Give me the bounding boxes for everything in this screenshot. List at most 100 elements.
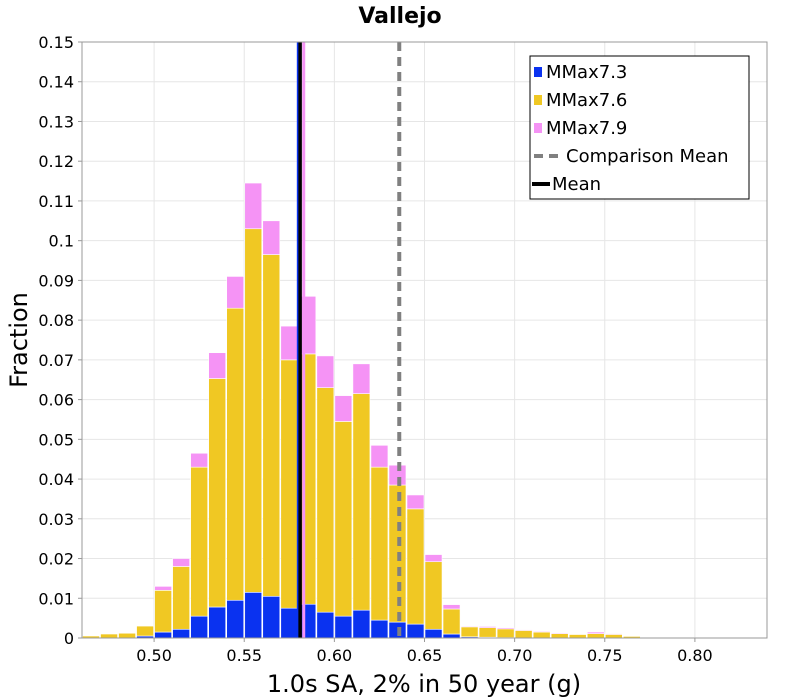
bar-segment-mmax7-6: [604, 634, 623, 639]
bar-segment-mmax7-3: [154, 631, 172, 639]
y-tick-label: 0.03: [38, 510, 74, 529]
bar-segment-mmax7-3: [424, 628, 443, 639]
bar-segment-mmax7-9: [496, 627, 515, 630]
bar-segment-mmax7-3: [244, 592, 263, 639]
legend-swatch: [534, 67, 542, 77]
bar-segment-mmax7-6: [442, 608, 461, 635]
legend-swatch: [534, 95, 542, 105]
bar-segment-mmax7-6: [190, 466, 208, 617]
x-tick-label: 0.55: [226, 646, 262, 665]
y-tick-label: 0.01: [38, 589, 74, 608]
bar-segment-mmax7-9: [514, 629, 533, 631]
bar-segment-mmax7-9: [226, 276, 245, 309]
y-tick-label: 0.13: [38, 112, 74, 131]
legend-label: MMax7.9: [546, 118, 627, 139]
bar-segment-mmax7-9: [424, 554, 443, 563]
x-tick-label: 0.70: [497, 646, 533, 665]
bar-segment-mmax7-9: [532, 630, 551, 633]
x-tick-label: 0.75: [587, 646, 623, 665]
y-tick-label: 0.12: [38, 152, 74, 171]
legend-box: [529, 55, 750, 200]
bar-segment-mmax7-9: [460, 625, 479, 628]
bar-segment-mmax7-3: [208, 606, 227, 639]
bar-segment-mmax7-6: [118, 632, 136, 639]
bar-segment-mmax7-6: [568, 634, 587, 639]
y-axis-label: Fraction: [5, 292, 33, 388]
bar-segment-mmax7-6: [262, 254, 281, 597]
bar-segment-mmax7-6: [424, 561, 443, 630]
bar-segment-mmax7-6: [334, 421, 353, 617]
x-tick-label: 0.65: [407, 646, 443, 665]
bar-segment-mmax7-6: [136, 625, 154, 637]
y-tick-label: 0.07: [38, 351, 74, 370]
bar-segment-mmax7-6: [208, 378, 227, 608]
bar-segment-mmax7-6: [496, 628, 515, 638]
chart-title: Vallejo: [358, 4, 441, 29]
bar-segment-mmax7-9: [262, 220, 281, 255]
bar-segment-mmax7-9: [316, 355, 335, 388]
bar-segment-mmax7-6: [352, 393, 371, 611]
bar-segment-mmax7-9: [172, 558, 190, 567]
legend: MMax7.3 MMax7.6 MMax7.9 Comparison Mean Mean: [529, 55, 750, 200]
bar-segment-mmax7-6: [100, 633, 118, 639]
bar-segment-mmax7-6: [532, 631, 551, 639]
bar-segment-mmax7-9: [352, 363, 371, 394]
bar-segment-mmax7-9: [586, 631, 605, 634]
bar-segment-mmax7-9: [370, 444, 389, 468]
y-tick-label: 0.04: [38, 470, 74, 489]
bar-segment-mmax7-3: [406, 623, 425, 639]
x-tick-label: 0.80: [677, 646, 713, 665]
bar-segment-mmax7-9: [280, 325, 299, 361]
x-tick-label: 0.50: [136, 646, 172, 665]
y-tick-label: 0.11: [38, 192, 74, 211]
bar-segment-mmax7-6: [460, 626, 479, 638]
y-tick-label: 0.14: [38, 73, 74, 92]
y-tick-label: 0.1: [49, 232, 74, 251]
bar-segment-mmax7-9: [550, 632, 569, 634]
bar-segment-mmax7-9: [244, 182, 263, 230]
y-tick-label: 0.05: [38, 430, 74, 449]
bar-segment-mmax7-6: [316, 387, 335, 613]
x-tick-label: 0.60: [317, 646, 353, 665]
bar-segment-mmax7-9: [154, 586, 172, 591]
bar-segment-mmax7-9: [442, 604, 461, 610]
y-tick-label: 0.08: [38, 311, 74, 330]
bar-segment-mmax7-6: [154, 590, 172, 633]
bar-segment-mmax7-3: [262, 595, 281, 639]
legend-swatch: [534, 123, 542, 133]
bar-segment-mmax7-3: [316, 611, 335, 639]
bar-segment-mmax7-6: [244, 228, 263, 593]
bar-segment-mmax7-9: [478, 626, 497, 628]
bar-segment-mmax7-6: [370, 466, 389, 621]
legend-label: MMax7.3: [546, 62, 627, 83]
bar-segment-mmax7-6: [550, 633, 569, 639]
bar-segment-mmax7-9: [334, 395, 353, 422]
bar-segment-mmax7-3: [442, 633, 461, 639]
y-axis-ticks: 0 0.01 0.02 0.03 0.04 0.05 0.06 0.07 0.08 0.09 0.1…: [38, 33, 82, 648]
bar-segment-mmax7-3: [352, 609, 371, 639]
legend-label: MMax7.6: [546, 90, 627, 111]
legend-label: Comparison Mean: [566, 146, 729, 167]
bar-segment-mmax7-3: [280, 607, 299, 639]
y-tick-label: 0: [64, 629, 74, 648]
bar-segment-mmax7-3: [226, 599, 245, 639]
x-axis-label: 1.0s SA, 2% in 50 year (g): [267, 670, 581, 698]
bar-segment-mmax7-6: [172, 566, 190, 630]
bar-segment-mmax7-3: [172, 628, 190, 639]
bar-segment-mmax7-9: [406, 494, 425, 510]
bar-segment-mmax7-6: [406, 508, 425, 625]
bar-segment-mmax7-9: [604, 633, 623, 635]
legend-label: Mean: [552, 174, 601, 195]
bar-segment-mmax7-9: [208, 352, 227, 379]
mean-lines: [296, 42, 402, 638]
bar-segment-mmax7-6: [478, 627, 497, 638]
bar-segment-mmax7-6: [280, 359, 299, 609]
y-tick-label: 0.15: [38, 33, 74, 52]
bar-segment-mmax7-9: [190, 452, 208, 468]
y-tick-label: 0.02: [38, 550, 74, 569]
histogram-bars: [82, 182, 695, 639]
bar-segment-mmax7-3: [334, 615, 353, 639]
y-tick-label: 0.09: [38, 271, 74, 290]
bar-segment-mmax7-6: [586, 633, 605, 639]
